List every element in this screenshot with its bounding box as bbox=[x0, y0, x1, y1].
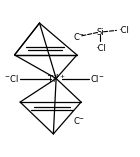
Text: Si: Si bbox=[97, 28, 104, 37]
Text: Ti$^{4+}$: Ti$^{4+}$ bbox=[47, 72, 66, 85]
Text: Cl$^{-}$: Cl$^{-}$ bbox=[90, 73, 105, 84]
Text: C$^{-}$: C$^{-}$ bbox=[73, 115, 85, 126]
Text: $^{-}$Cl: $^{-}$Cl bbox=[4, 73, 19, 84]
Text: ·Cl: ·Cl bbox=[95, 44, 106, 53]
Text: C$^{-}$: C$^{-}$ bbox=[73, 31, 85, 42]
Text: ·Cl: ·Cl bbox=[119, 26, 129, 35]
